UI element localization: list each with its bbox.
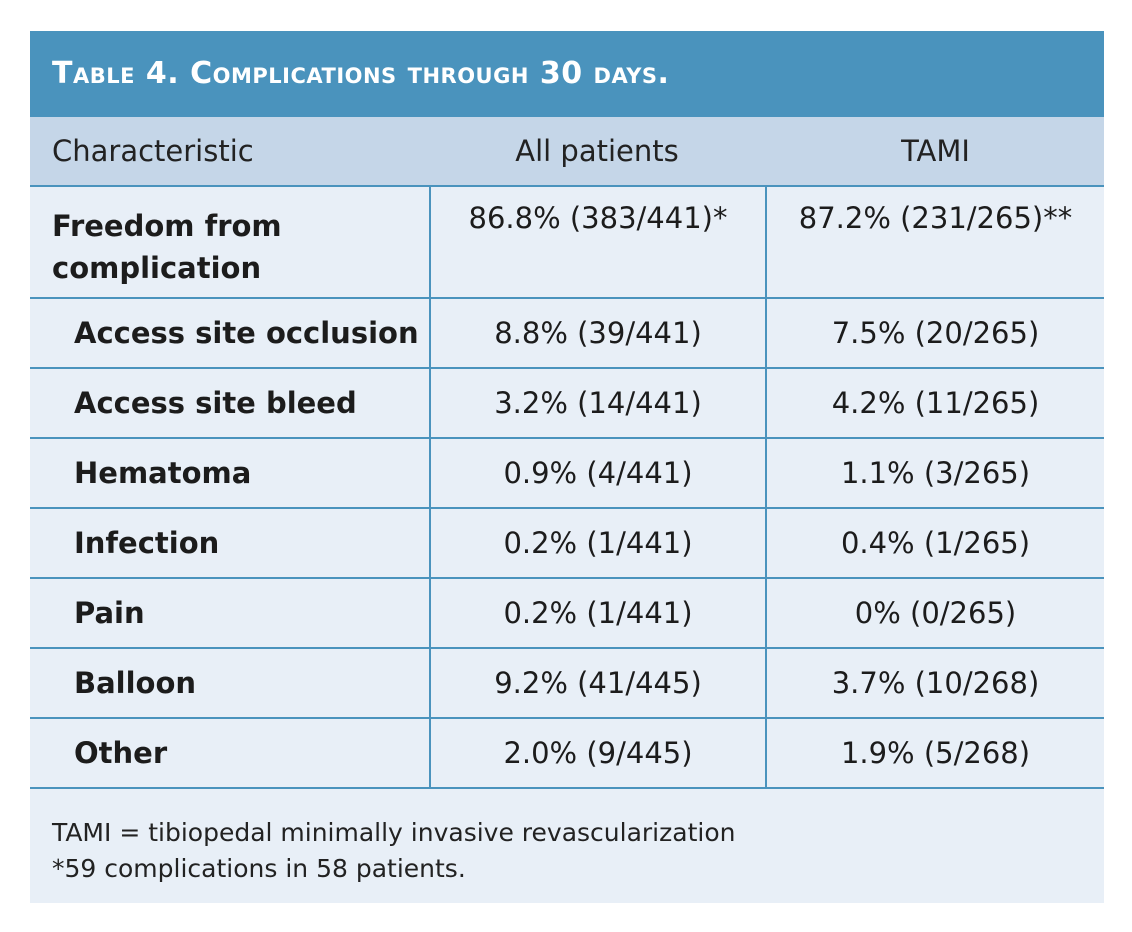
- table-footnotes: TAMI = tibiopedal minimally invasive rev…: [52, 815, 735, 887]
- header-tami: TAMI: [901, 134, 970, 168]
- row-label: Freedom from complication: [52, 209, 282, 285]
- all-patients-value: 0.2% (1/441): [429, 509, 767, 577]
- footnote-abbreviation: TAMI = tibiopedal minimally invasive rev…: [52, 818, 736, 847]
- header-characteristic: Characteristic: [52, 134, 254, 168]
- all-patients-value: 9.2% (41/445): [429, 649, 767, 717]
- tami-value: 0% (0/265): [854, 596, 1017, 630]
- all-patients-value: 3.2% (14/441): [429, 369, 767, 437]
- table-row: Access site bleed 3.2% (14/441) 4.2% (11…: [30, 369, 1104, 439]
- table-row: Access site occlusion 8.8% (39/441) 7.5%…: [30, 299, 1104, 369]
- row-label: Balloon: [74, 666, 197, 700]
- tami-value: 1.9% (5/268): [840, 736, 1031, 770]
- tami-value: 1.1% (3/265): [840, 456, 1031, 490]
- row-label: Hematoma: [74, 456, 252, 490]
- table-row: Freedom from complication 86.8% (383/441…: [30, 187, 1104, 299]
- row-label: Other: [74, 736, 168, 770]
- table-body: Freedom from complication 86.8% (383/441…: [30, 187, 1104, 789]
- tami-value: 7.5% (20/265): [831, 316, 1040, 350]
- row-label: Infection: [74, 526, 220, 560]
- table-title: Table 4. Complications through 30 days.: [30, 31, 1104, 117]
- footnote-asterisk: *59 complications in 58 patients.: [52, 854, 466, 883]
- table-row: Pain 0.2% (1/441) 0% (0/265): [30, 579, 1104, 649]
- table-row: Hematoma 0.9% (4/441) 1.1% (3/265): [30, 439, 1104, 509]
- all-patients-value: 0.9% (4/441): [429, 439, 767, 507]
- header-all-patients: All patients: [515, 134, 679, 168]
- complications-table: Table 4. Complications through 30 days. …: [30, 31, 1104, 903]
- table-row: Other 2.0% (9/445) 1.9% (5/268): [30, 719, 1104, 789]
- row-label: Pain: [74, 596, 145, 630]
- tami-value: 87.2% (231/265)**: [798, 201, 1073, 235]
- tami-value: 0.4% (1/265): [840, 526, 1031, 560]
- row-label: Access site bleed: [74, 386, 357, 420]
- tami-value: 3.7% (10/268): [831, 666, 1040, 700]
- all-patients-value: 0.2% (1/441): [429, 579, 767, 647]
- all-patients-value: 8.8% (39/441): [429, 299, 767, 367]
- all-patients-value: 86.8% (383/441)*: [429, 187, 767, 297]
- tami-value: 4.2% (11/265): [831, 386, 1040, 420]
- table-row: Infection 0.2% (1/441) 0.4% (1/265): [30, 509, 1104, 579]
- table-row: Balloon 9.2% (41/445) 3.7% (10/268): [30, 649, 1104, 719]
- all-patients-value: 2.0% (9/445): [429, 719, 767, 787]
- table-header-row: Characteristic All patients TAMI: [30, 117, 1104, 187]
- row-label: Access site occlusion: [74, 316, 419, 350]
